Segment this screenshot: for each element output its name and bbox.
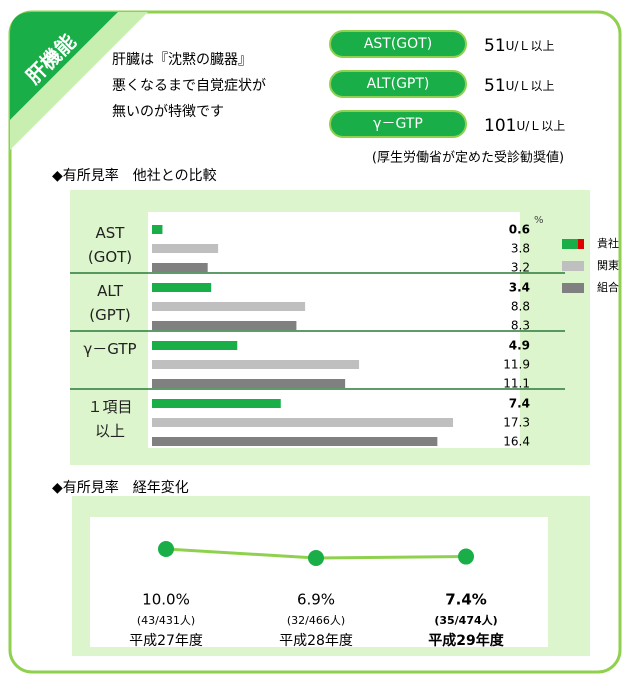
unit: % — [534, 215, 544, 226]
threshold-pill — [329, 30, 467, 58]
threshold-label: γ－GTP — [373, 116, 423, 132]
bar — [152, 399, 281, 408]
threshold-label: AST(GOT) — [364, 36, 432, 52]
value: 51 — [484, 76, 506, 96]
threshold-note: (厚生労働省が定めた受診勧奨値) — [372, 150, 564, 166]
unit: U/Ｌ以上 — [516, 119, 565, 133]
legend-label: 組合 — [597, 280, 619, 294]
value-label: 3.4 — [509, 281, 530, 295]
bar — [152, 341, 238, 350]
legend-label: 貴社 — [597, 236, 619, 250]
section-title: ◆有所見率 他社との比較 — [52, 167, 217, 184]
value-label: 11.9 — [503, 358, 530, 372]
bar — [152, 225, 163, 234]
threshold-label: ALT(GPT) — [367, 76, 430, 92]
bar — [152, 360, 360, 369]
category-label: γ－GTP — [83, 340, 137, 358]
bar — [152, 302, 306, 311]
bar — [152, 283, 212, 292]
threshold-value: 51U/Ｌ以上 — [484, 76, 554, 96]
point — [458, 548, 474, 565]
x-tick-label: 平成29年度 — [428, 632, 504, 649]
category-label: AST (GOT) — [87, 224, 133, 266]
bar — [152, 321, 297, 330]
category-label: １項目 以上 — [87, 398, 133, 440]
count-label: (43/431人) — [137, 614, 195, 627]
value-label: 10.0% — [142, 591, 190, 609]
bar — [152, 379, 346, 388]
legend-swatch — [562, 239, 578, 249]
legend-accent — [578, 239, 584, 249]
description: 無いのが特徴です — [112, 104, 224, 120]
count-label: (35/474人) — [434, 613, 497, 627]
legend-label: 関東 — [597, 259, 619, 272]
section-title: ◆有所見率 経年変化 — [52, 479, 189, 496]
value-label: 16.4 — [503, 435, 530, 449]
value-label: 4.9 — [509, 339, 530, 353]
value-label: 17.3 — [503, 416, 530, 430]
bar — [152, 418, 454, 427]
threshold-value: 101U/Ｌ以上 — [484, 116, 565, 136]
threshold-pill — [329, 110, 467, 138]
unit: U/Ｌ以上 — [506, 39, 555, 53]
category-label: ALT (GPT) — [89, 282, 131, 324]
description: 悪くなるまで自覚症状が — [112, 78, 266, 94]
value: 101 — [484, 116, 516, 136]
point — [158, 541, 174, 557]
bar — [152, 244, 219, 253]
value-label: 0.6 — [509, 223, 530, 237]
bar — [152, 263, 208, 272]
threshold-pill — [329, 70, 467, 98]
legend-swatch — [562, 283, 584, 293]
value: 51 — [484, 36, 506, 56]
x-tick-label: 平成27年度 — [129, 633, 203, 649]
point — [308, 549, 324, 566]
value-label: 6.9% — [297, 591, 335, 609]
value-label: 8.3 — [511, 319, 530, 333]
count-label: (32/466人) — [287, 614, 345, 627]
value-label: 11.1 — [503, 377, 530, 391]
value-label: 7.4 — [509, 397, 530, 411]
value-label: 7.4% — [445, 591, 487, 609]
x-tick-label: 平成28年度 — [279, 633, 353, 649]
line-plot — [90, 517, 548, 647]
value-label: 8.8 — [511, 300, 530, 314]
value-label: 3.2 — [511, 261, 530, 275]
bar — [152, 437, 438, 446]
legend-swatch — [562, 261, 584, 271]
value-label: 3.8 — [511, 242, 530, 256]
unit: U/Ｌ以上 — [506, 79, 555, 93]
description: 肝臓は『沈黙の臓器』 — [112, 52, 252, 68]
threshold-value: 51U/Ｌ以上 — [484, 36, 554, 56]
badge-edge — [10, 12, 148, 150]
